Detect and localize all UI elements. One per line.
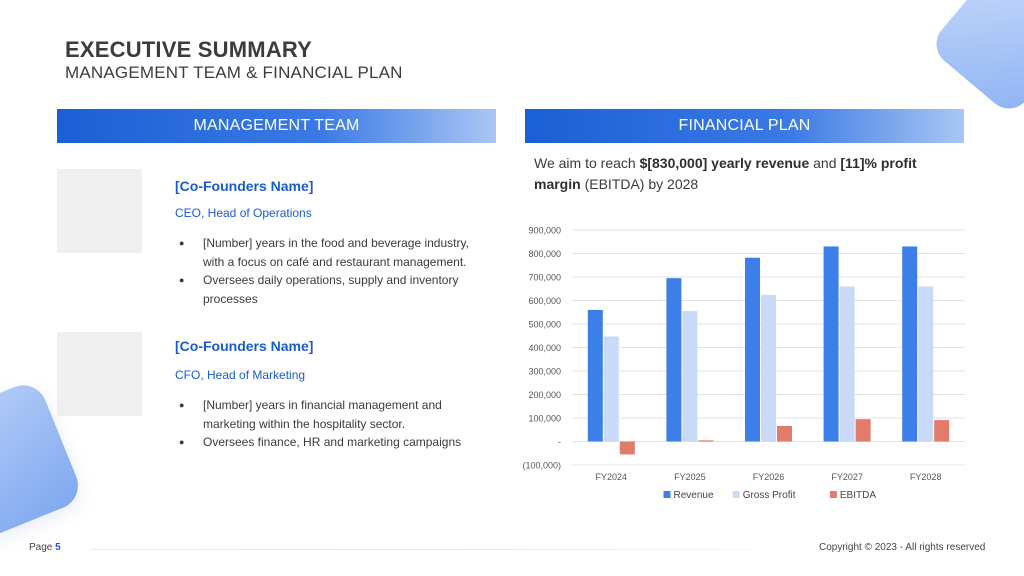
- y-tick-label: -: [558, 437, 561, 447]
- member-bullet-list: [Number] years in financial management a…: [177, 396, 492, 452]
- legend-swatch: [732, 491, 740, 498]
- legend-swatch: [663, 491, 671, 498]
- legend-label: Revenue: [674, 490, 714, 501]
- financial-plan-heading: FINANCIAL PLAN: [678, 117, 811, 134]
- x-tick-label: FY2024: [596, 472, 628, 482]
- copyright-text: Copyright © 2023 - All rights reserved: [819, 542, 986, 553]
- decorative-shape-top-right: [927, 0, 1024, 118]
- legend-swatch: [829, 491, 837, 498]
- member-role: CEO, Head of Operations: [175, 206, 312, 220]
- bar-ebitda: [619, 441, 635, 455]
- bar-gross-profit: [761, 294, 776, 442]
- y-tick-label: 800,000: [528, 249, 561, 259]
- bar-ebitda: [934, 420, 950, 442]
- member-role: CFO, Head of Marketing: [175, 368, 306, 382]
- bar-gross-profit: [839, 286, 855, 442]
- bar-revenue: [666, 278, 682, 442]
- y-tick-label: 400,000: [528, 343, 561, 353]
- goal-margin-highlight: [11]: [840, 155, 865, 171]
- bullet-item: [Number] years in the food and beverage …: [177, 234, 492, 271]
- bullet-item: Oversees daily operations, supply and in…: [177, 271, 492, 308]
- page-indicator: Page 5: [29, 542, 61, 553]
- bar-revenue: [902, 246, 918, 442]
- bar-ebitda: [855, 419, 871, 442]
- bar-ebitda: [777, 425, 792, 442]
- page-label: Page: [29, 542, 53, 553]
- y-tick-label: 300,000: [528, 367, 561, 377]
- page-subtitle: MANAGEMENT TEAM & FINANCIAL PLAN: [65, 63, 403, 82]
- financial-bar-chart: 900,000 800,000 700,000 600,000 500,000 400,0…: [522, 226, 965, 501]
- member-bullet-list: [Number] years in the food and beverage …: [177, 234, 492, 308]
- y-tick-label: 500,000: [528, 320, 561, 330]
- y-tick-label: 100,000: [528, 414, 561, 424]
- goal-text-part: (EBITDA) by 2028: [580, 176, 699, 192]
- member-photo-placeholder: [57, 169, 142, 253]
- financial-goal-text: We aim to reach $[830,000] yearly revenu…: [534, 153, 964, 195]
- goal-margin-highlight: % profit margin: [534, 155, 917, 192]
- y-tick-label: 600,000: [528, 296, 561, 306]
- x-tick-label: FY2025: [674, 472, 706, 482]
- x-tick-label: FY2026: [753, 472, 785, 482]
- member-photo-placeholder: [57, 332, 142, 416]
- bar-revenue: [823, 246, 839, 442]
- y-tick-label: 900,000: [528, 226, 561, 236]
- goal-revenue-highlight: $[830,000] yearly revenue: [639, 155, 810, 171]
- member-name: [Co-Founders Name]: [175, 178, 314, 194]
- bar-gross-profit: [603, 336, 619, 442]
- y-tick-label: 700,000: [528, 273, 561, 283]
- bullet-item: [Number] years in financial management a…: [177, 396, 492, 433]
- x-tick-label: FY2027: [831, 472, 863, 482]
- goal-text-part: and: [809, 155, 841, 171]
- page-title: EXECUTIVE SUMMARY: [65, 37, 313, 62]
- management-team-heading: MANAGEMENT TEAM: [193, 117, 360, 134]
- goal-text-part: We aim to reach: [534, 155, 640, 171]
- management-team-header: MANAGEMENT TEAM: [57, 109, 496, 143]
- bar-ebitda: [698, 440, 714, 442]
- bar-gross-profit: [682, 311, 698, 442]
- footer-divider: [90, 549, 753, 550]
- legend-label: Gross Profit: [743, 490, 796, 501]
- x-tick-label: FY2028: [910, 472, 942, 482]
- bar-revenue: [587, 309, 603, 442]
- y-tick-label: 200,000: [528, 390, 561, 400]
- legend-label: EBITDA: [840, 490, 876, 501]
- bullet-item: Oversees finance, HR and marketing campa…: [177, 433, 492, 452]
- y-tick-label: (100,000): [522, 461, 561, 471]
- bar-revenue: [745, 257, 760, 442]
- page-number: 5: [55, 542, 61, 553]
- member-name: [Co-Founders Name]: [175, 338, 314, 354]
- bar-gross-profit: [918, 286, 934, 442]
- financial-plan-header: FINANCIAL PLAN: [525, 109, 964, 143]
